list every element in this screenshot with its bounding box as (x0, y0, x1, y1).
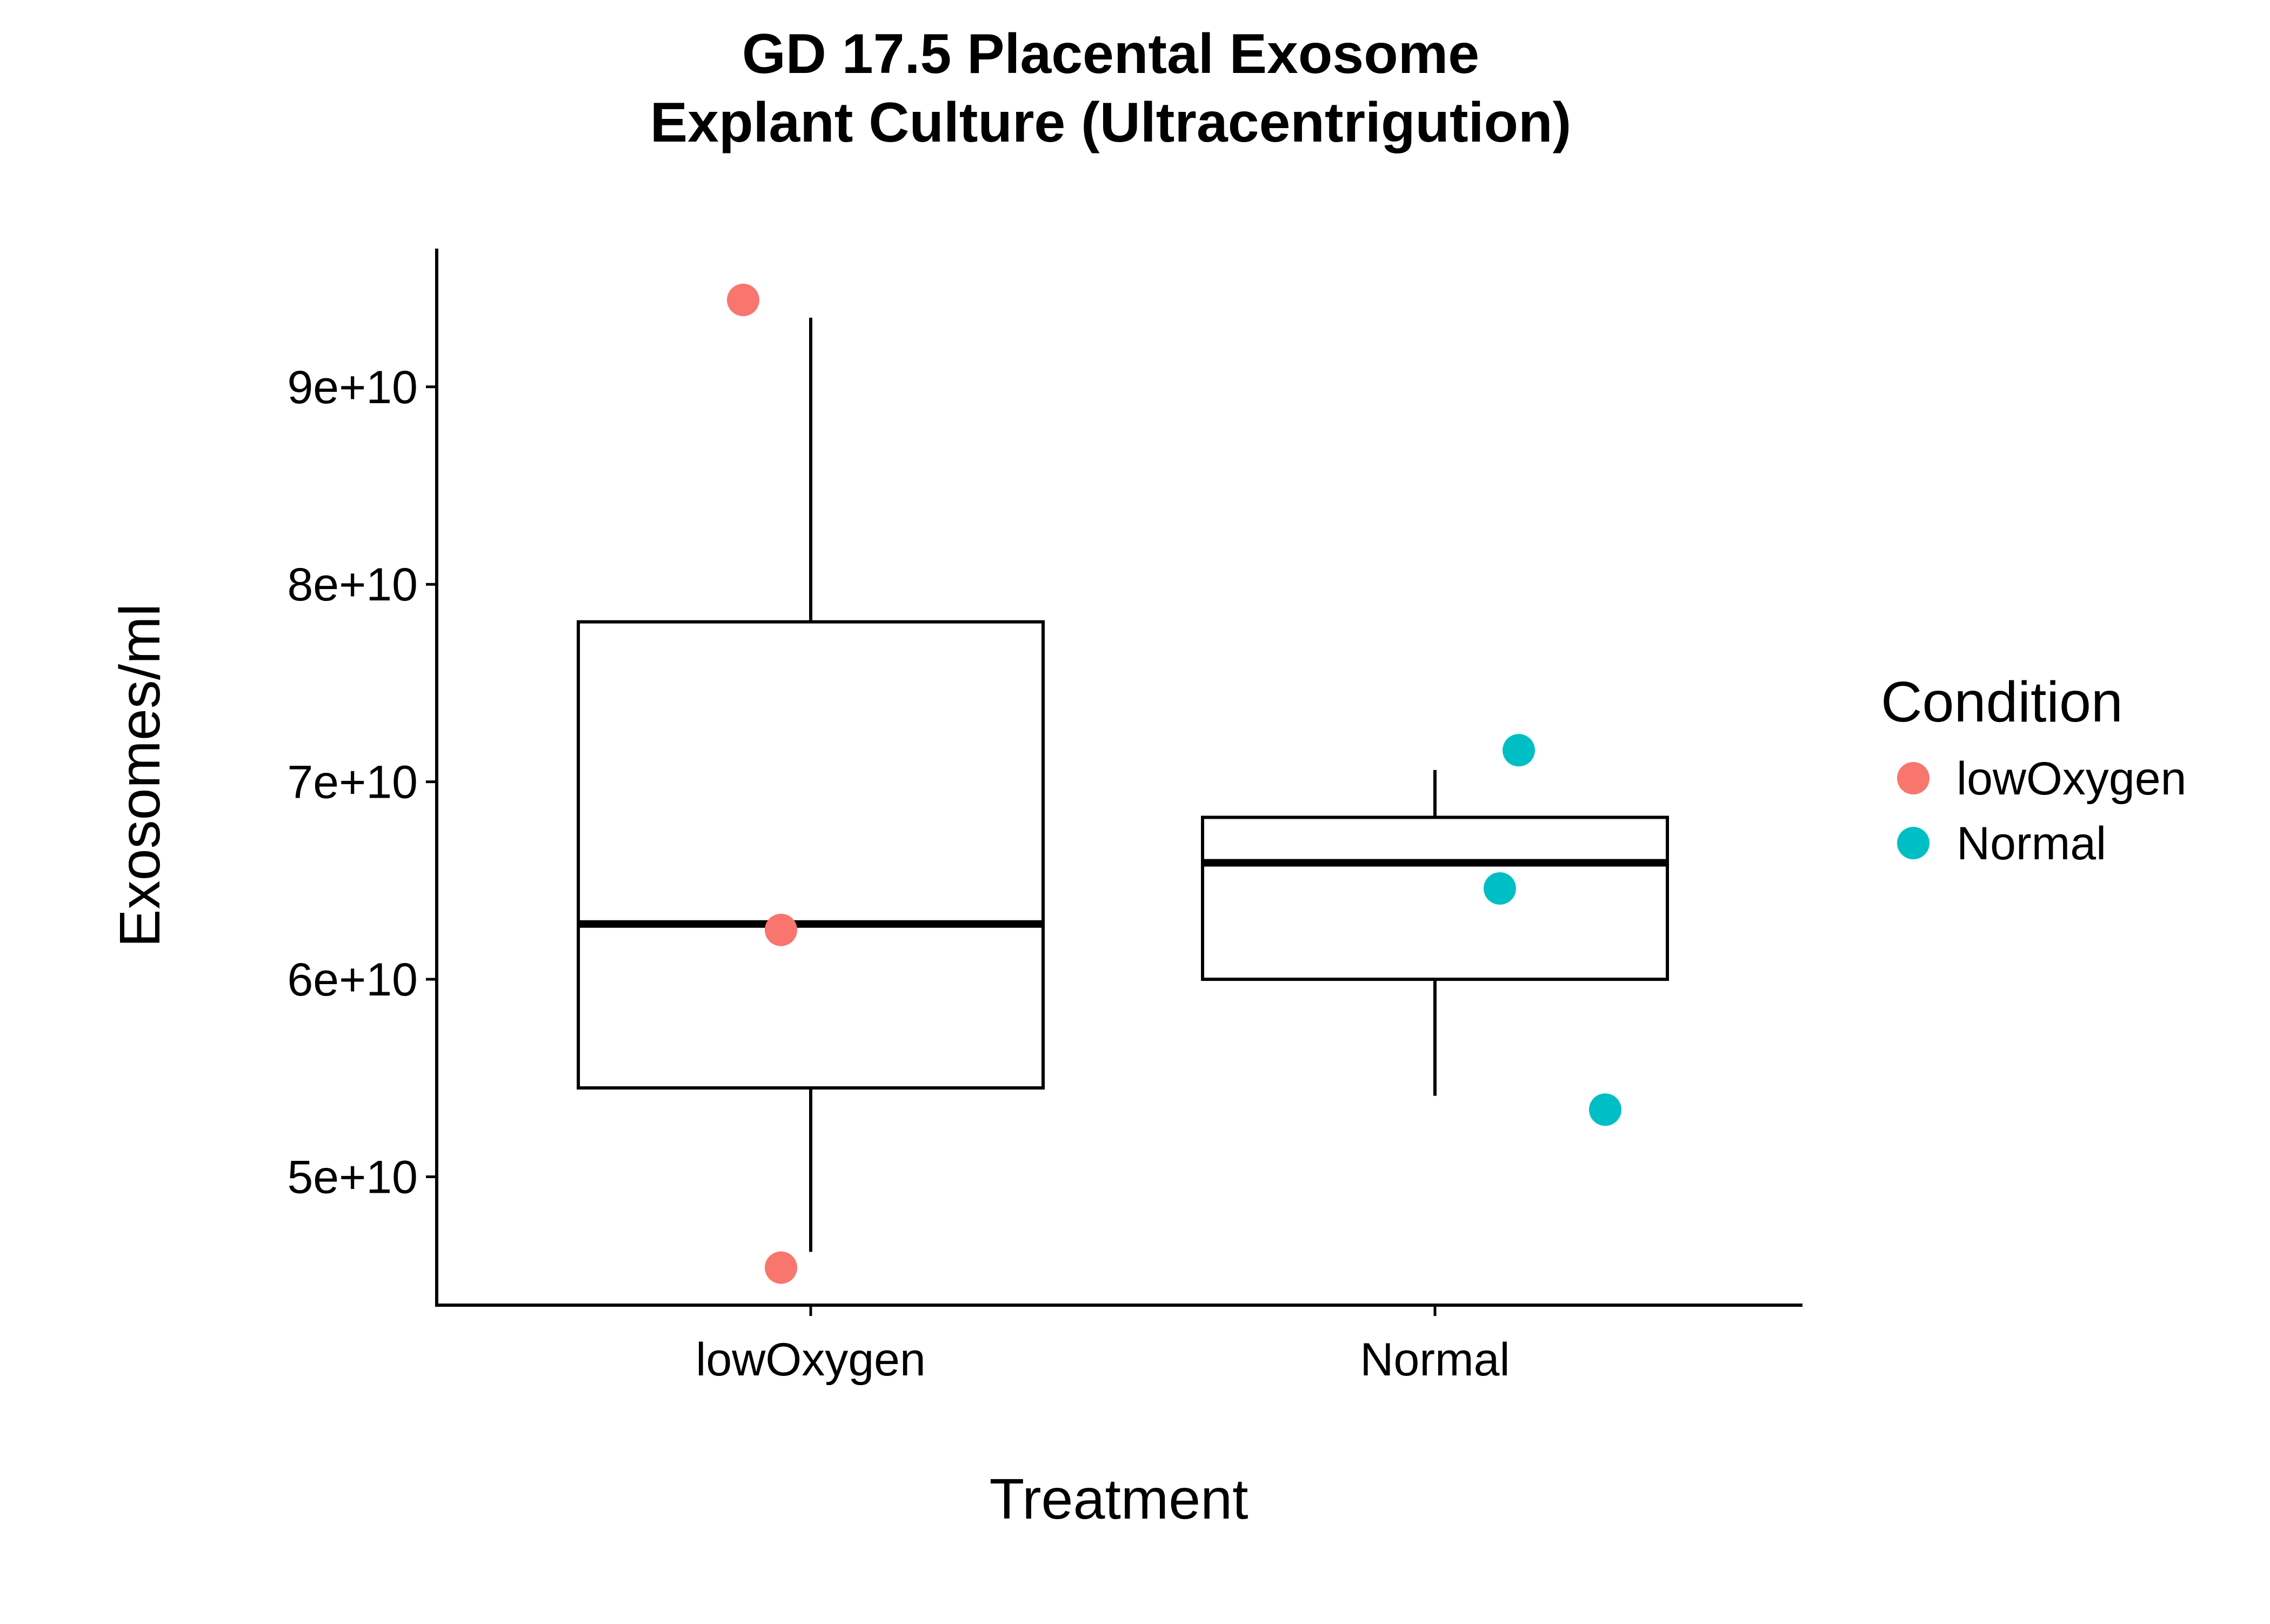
legend-entries: lowOxygen Normal (1897, 753, 2186, 870)
legend-swatch-lowoxygen (1897, 762, 1929, 794)
data-point-normal (1589, 1093, 1621, 1126)
legend-label-lowoxygen: lowOxygen (1957, 753, 2186, 805)
data-point-lowoxygen (727, 284, 759, 317)
y-axis-title: Exosomes/ml (108, 604, 172, 947)
y-tick-label: 7e+10 (287, 757, 418, 808)
box-lowoxygen (577, 620, 1045, 1090)
plot-area: 5e+10 6e+10 7e+10 8e+10 9e+10 lowOxygen Normal (287, 249, 1802, 1386)
legend: Condition lowOxygen Normal (1881, 670, 2186, 870)
legend-label-normal: Normal (1957, 818, 2106, 870)
box-normal (1201, 816, 1669, 981)
chart-title-line-2: Explant Culture (Ultracentrigution) (650, 91, 1571, 154)
x-axis-title: Treatment (989, 1467, 1248, 1531)
legend-title: Condition (1881, 670, 2123, 734)
data-point-lowoxygen (765, 1251, 797, 1284)
y-tick-label: 5e+10 (287, 1151, 418, 1203)
x-tick-label: lowOxygen (696, 1334, 925, 1386)
data-point-lowoxygen (765, 913, 797, 946)
x-tick-label: Normal (1360, 1334, 1510, 1386)
chart-title-line-1: GD 17.5 Placental Exosome (742, 23, 1479, 85)
y-tick-label: 6e+10 (287, 954, 418, 1006)
data-point-normal (1503, 734, 1535, 767)
y-tick-label: 8e+10 (287, 559, 418, 611)
data-point-normal (1484, 872, 1516, 905)
y-tick-label: 9e+10 (287, 362, 418, 413)
legend-swatch-normal (1897, 827, 1929, 859)
